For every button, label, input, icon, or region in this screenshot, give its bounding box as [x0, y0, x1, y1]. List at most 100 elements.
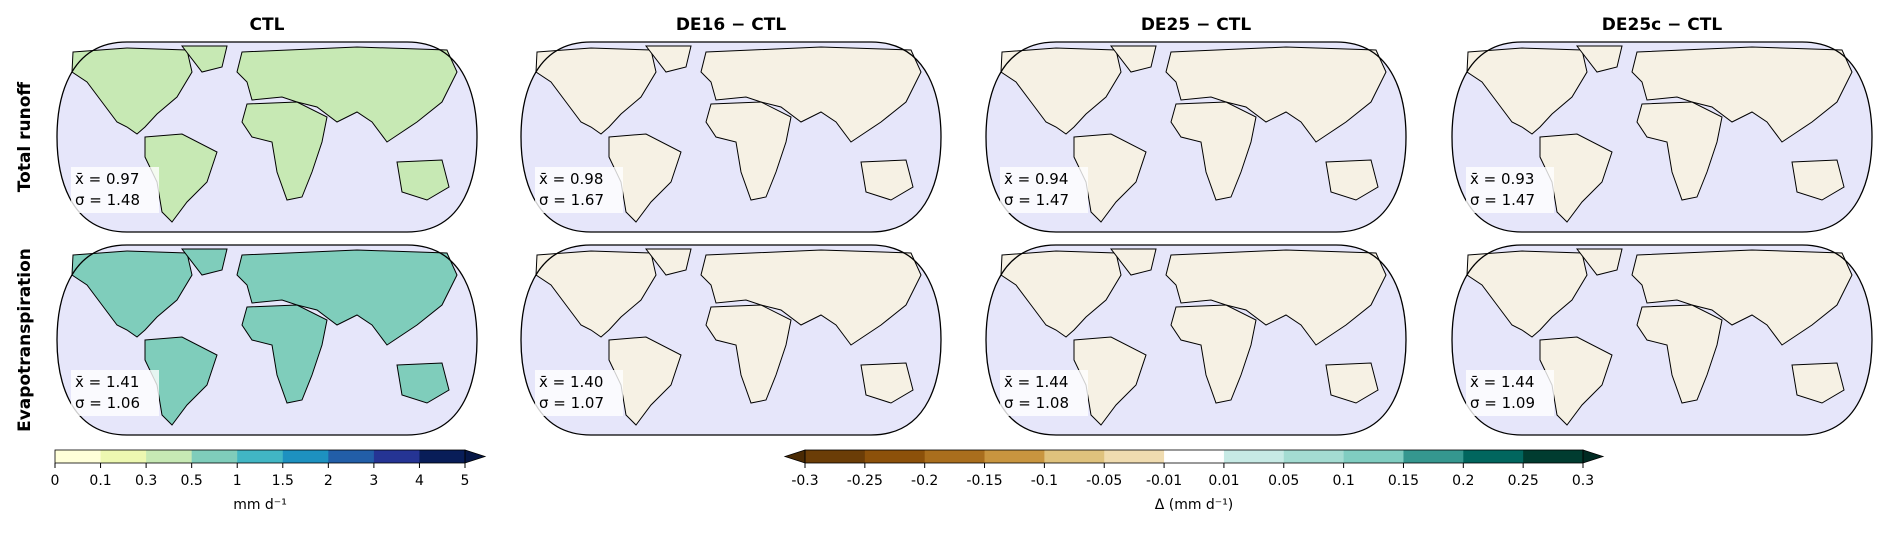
std-stat: σ = 1.07	[539, 394, 604, 412]
colorbar-tick-label: 0.05	[1268, 473, 1299, 489]
colorbar-tick-label: -0.25	[847, 473, 883, 489]
colorbar-tick-label: -0.3	[791, 473, 818, 489]
map-panel: x̄ = 0.98 σ = 1.67	[520, 41, 942, 233]
colorbar-tick-label: -0.15	[966, 473, 1002, 489]
colorbar-segment	[1104, 450, 1165, 463]
colorbar-tick-label: -0.01	[1146, 473, 1182, 489]
colorbar-tick-label: 0.1	[1332, 473, 1354, 489]
map-outline	[520, 41, 942, 233]
colorbar-segment	[1164, 450, 1225, 463]
colorbar-segment	[373, 450, 420, 463]
colorbar-tick-label: -0.05	[1086, 473, 1122, 489]
mean-stat: x̄ = 1.41	[75, 373, 139, 391]
mean-stat: x̄ = 0.93	[1470, 170, 1534, 188]
colorbar-tick-label: 4	[415, 473, 424, 489]
colorbar-segment	[805, 450, 866, 463]
std-stat: σ = 1.06	[75, 394, 140, 412]
colorbar-segment	[55, 450, 102, 463]
colorbar-segment	[924, 450, 986, 463]
stats-box	[71, 167, 159, 213]
std-stat: σ = 1.47	[1004, 191, 1069, 209]
map-panel: x̄ = 1.41 σ = 1.06	[56, 244, 478, 436]
colorbar-tick-label: 0.3	[135, 473, 157, 489]
colorbar-tick-label: 0	[51, 473, 60, 489]
map-outline	[1451, 41, 1873, 233]
mean-stat: x̄ = 0.98	[539, 170, 603, 188]
map-outline	[985, 244, 1407, 436]
colorbar-extend	[1582, 449, 1605, 464]
colorbar-segment	[1523, 450, 1584, 463]
stats-box	[535, 167, 623, 213]
colorbar-segment	[1283, 450, 1345, 463]
colorbar-segment	[1223, 450, 1285, 463]
stats-box	[1000, 167, 1088, 213]
std-stat: σ = 1.48	[75, 191, 140, 209]
colorbar-extend	[783, 449, 806, 464]
colorbar-segment	[864, 450, 926, 463]
column-title: DE16 − CTL	[676, 15, 787, 35]
column-title: CTL	[250, 15, 285, 35]
colorbar-tick-label: 1.5	[272, 473, 294, 489]
std-stat: σ = 1.67	[539, 191, 604, 209]
mean-stat: x̄ = 1.44	[1004, 373, 1068, 391]
colorbar-extend	[464, 449, 487, 464]
colorbar-tick-label: 0.25	[1508, 473, 1539, 489]
colorbar-segment	[328, 450, 375, 463]
colorbar-tick-label: 0.2	[1452, 473, 1474, 489]
colorbar-tick-label: 2	[324, 473, 333, 489]
colorbar-segment	[984, 450, 1045, 463]
map-panel: x̄ = 1.44 σ = 1.09	[1451, 244, 1873, 436]
mean-stat: x̄ = 0.94	[1004, 170, 1068, 188]
stats-box	[535, 370, 623, 416]
map-outline	[56, 41, 478, 233]
colorbar-tick-label: 0.5	[181, 473, 203, 489]
colorbar-frame	[54, 449, 466, 464]
map-panel: x̄ = 1.40 σ = 1.07	[520, 244, 942, 436]
mean-stat: x̄ = 1.44	[1470, 373, 1534, 391]
colorbar-tick-label: 5	[461, 473, 470, 489]
map-outline	[56, 244, 478, 436]
colorbar-label: Δ (mm d⁻¹)	[1155, 497, 1234, 513]
colorbar-tick-label: 1	[233, 473, 242, 489]
colorbar-tick-label: 0.1	[89, 473, 111, 489]
stats-box	[1466, 167, 1554, 213]
stats-box	[1466, 370, 1554, 416]
mean-stat: x̄ = 0.97	[75, 170, 139, 188]
stats-box	[1000, 370, 1088, 416]
map-panel: x̄ = 0.93 σ = 1.47	[1451, 41, 1873, 233]
colorbar-segment	[1343, 450, 1404, 463]
stats-box	[71, 370, 159, 416]
std-stat: σ = 1.47	[1470, 191, 1535, 209]
std-stat: σ = 1.08	[1004, 394, 1069, 412]
colorbar-segment	[237, 450, 284, 463]
mean-stat: x̄ = 1.40	[539, 373, 603, 391]
colorbar-segment	[1044, 450, 1105, 463]
colorbar-tick-label: 0.3	[1572, 473, 1594, 489]
map-outline	[985, 41, 1407, 233]
colorbar-frame	[804, 449, 1584, 464]
column-title: DE25 − CTL	[1141, 15, 1252, 35]
colorbar-tick-label: 0.15	[1388, 473, 1419, 489]
colorbar-label: mm d⁻¹	[233, 497, 287, 513]
colorbar-segment	[419, 450, 466, 463]
colorbar-tick-label: 3	[369, 473, 378, 489]
colorbar-segment	[191, 450, 238, 463]
colorbar-tick-label: 0.01	[1208, 473, 1239, 489]
row-label: Evapotranspiration	[15, 248, 35, 432]
std-stat: σ = 1.09	[1470, 394, 1535, 412]
column-title: DE25c − CTL	[1602, 15, 1723, 35]
colorbar-segment	[1463, 450, 1524, 463]
map-outline	[1451, 244, 1873, 436]
colorbar-segment	[282, 450, 329, 463]
colorbar-tick-label: -0.1	[1031, 473, 1058, 489]
colorbar-segment	[100, 450, 147, 463]
colorbar-segment	[146, 450, 193, 463]
map-panel: x̄ = 0.97 σ = 1.48	[56, 41, 478, 233]
map-panel: x̄ = 0.94 σ = 1.47	[985, 41, 1407, 233]
colorbar-segment	[1403, 450, 1464, 463]
map-outline	[520, 244, 942, 436]
row-label: Total runoff	[15, 82, 35, 193]
colorbar-tick-label: -0.2	[911, 473, 938, 489]
map-panel: x̄ = 1.44 σ = 1.08	[985, 244, 1407, 436]
